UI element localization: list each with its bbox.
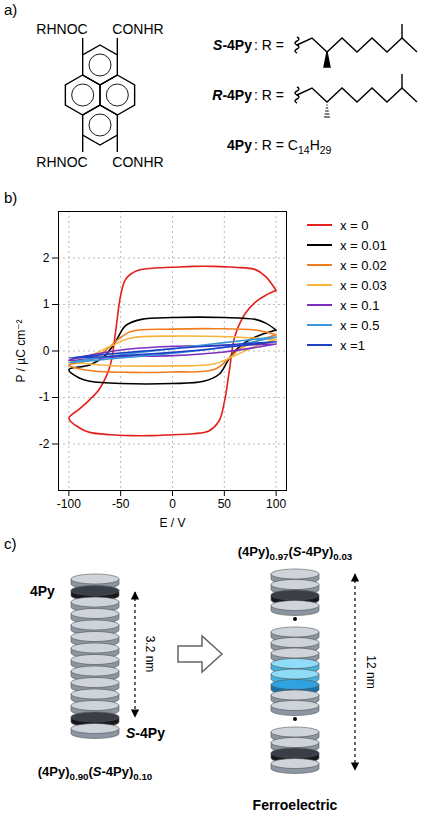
svg-text:c): c) <box>4 535 17 552</box>
svg-text:S-4Py: S-4Py <box>213 37 252 53</box>
html-text:x =1: x =1 <box>340 337 365 353</box>
svg-text:2: 2 <box>43 251 50 265</box>
html-text:x = 0.5: x = 0.5 <box>340 317 380 333</box>
svg-text:: R =: : R = <box>254 87 284 103</box>
html-text:x = 0.02: x = 0.02 <box>340 257 387 273</box>
svg-text:-2: -2 <box>39 437 50 451</box>
html-text:b): b) <box>4 189 18 206</box>
svg-text:(4Py)0.97(S-4Py)0.03: (4Py)0.97(S-4Py)0.03 <box>238 544 353 562</box>
svg-text:a): a) <box>4 1 17 18</box>
svg-text:4Py: 4Py <box>30 583 55 599</box>
svg-text:0: 0 <box>43 344 50 358</box>
svg-text:RHNOC: RHNOC <box>36 21 87 37</box>
svg-text:Ferroelectric: Ferroelectric <box>253 797 338 813</box>
svg-text:1: 1 <box>43 297 50 311</box>
svg-text:CONHR: CONHR <box>112 154 163 170</box>
svg-text:(4Py)0.90(S-4Py)0.10: (4Py)0.90(S-4Py)0.10 <box>38 764 153 782</box>
svg-text:0: 0 <box>169 497 176 511</box>
svg-text:RHNOC: RHNOC <box>36 154 87 170</box>
svg-text:-1: -1 <box>39 390 50 404</box>
svg-text:CONHR: CONHR <box>112 21 163 37</box>
svg-text:3.2 nm: 3.2 nm <box>143 636 157 673</box>
html-text:x = 0.03: x = 0.03 <box>340 277 387 293</box>
svg-text:-100: -100 <box>57 497 81 511</box>
html-text:x = 0.01: x = 0.01 <box>340 237 387 253</box>
svg-text:R-4Py: R-4Py <box>212 87 252 103</box>
html-text:x = 0: x = 0 <box>340 217 369 233</box>
svg-text:S-4Py: S-4Py <box>126 725 165 741</box>
svg-text:P / µC cm⁻²: P / µC cm⁻² <box>14 319 28 382</box>
svg-text:: R = C14H29: : R = C14H29 <box>254 137 332 156</box>
svg-text:4Py: 4Py <box>227 137 252 153</box>
svg-text:12 nm: 12 nm <box>364 655 378 688</box>
html-text:x = 0.1: x = 0.1 <box>340 297 380 313</box>
svg-text:50: 50 <box>218 497 232 511</box>
svg-text:E / V: E / V <box>159 516 185 530</box>
svg-text:100: 100 <box>266 497 286 511</box>
svg-text:: R =: : R = <box>254 37 284 53</box>
svg-text:-50: -50 <box>112 497 130 511</box>
